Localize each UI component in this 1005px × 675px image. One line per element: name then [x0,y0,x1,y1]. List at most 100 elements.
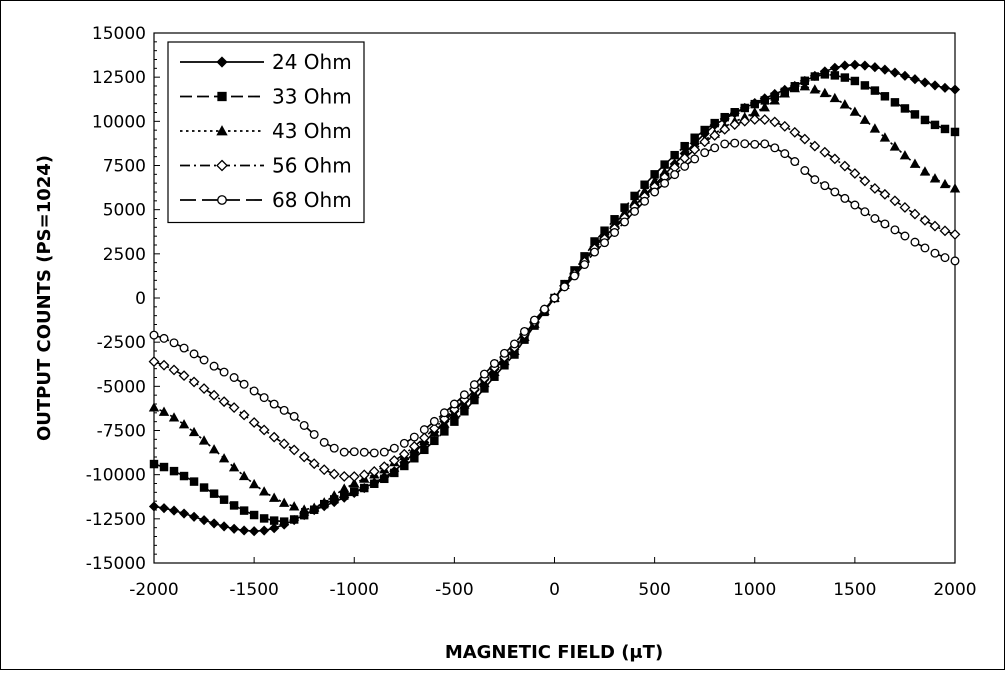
data-point [939,225,951,237]
data-point [930,248,940,258]
data-point [479,369,489,379]
data-point [158,359,170,371]
legend-label: 24 Ohm [272,50,352,74]
x-tick-label: 1500 [833,580,876,600]
data-point [369,448,379,458]
data-point [229,523,240,534]
data-point [789,82,800,93]
data-point [710,143,720,153]
data-point [288,501,300,511]
data-point [890,98,900,107]
legend: 24 Ohm 33 Ohm 43 Ohm 56 Ohm 68 Ohm [167,41,365,224]
x-tick-label: 2000 [933,580,976,600]
x-tick-label: -500 [435,580,474,600]
x-tick-label: -1500 [229,580,278,600]
legend-label: 56 Ohm [272,154,352,178]
data-point [449,399,459,409]
data-point [880,219,890,229]
data-point [869,183,881,194]
data-point [900,104,910,113]
legend-item: 68 Ohm [180,188,352,212]
data-point [839,160,851,172]
data-point [899,70,911,81]
data-point [178,370,190,382]
data-point [680,161,690,171]
data-point [339,447,349,457]
data-point [328,468,340,480]
legend-item: 56 Ohm [180,154,352,178]
data-point [519,326,529,336]
data-point [340,491,349,500]
data-point [860,81,870,90]
data-point [248,417,260,428]
data-point [259,525,270,536]
data-point [168,505,180,516]
data-point [910,237,920,247]
data-point [249,510,259,520]
data-point [580,260,590,270]
data-point [919,166,931,176]
data-point [159,462,169,472]
data-point [869,62,880,73]
data-point [289,515,299,524]
data-point [710,118,719,128]
data-point [789,126,801,138]
data-point [178,508,190,519]
data-point [759,102,770,112]
y-tick-label: 5000 [103,201,146,221]
data-point [949,183,961,193]
data-point [949,228,961,240]
data-point [860,207,870,217]
data-point [209,361,219,371]
data-point [198,515,210,526]
data-point [600,238,610,248]
data-point [839,60,850,71]
data-point [268,492,280,502]
data-point [929,220,941,232]
legend-label: 43 Ohm [272,119,352,143]
data-point [208,389,220,401]
data-point [780,149,790,159]
data-point [169,338,179,348]
y-tick-label: -15000 [86,554,146,574]
data-point [540,304,549,314]
data-point [869,123,881,133]
data-point [739,115,751,127]
data-point [850,76,860,86]
data-point [620,217,630,227]
data-point [199,355,209,365]
data-point [158,503,170,514]
data-point [338,471,350,482]
data-point [870,86,880,95]
data-point [360,483,369,493]
data-point [159,333,169,343]
data-point [408,441,420,452]
data-point [319,497,330,507]
data-point [299,421,309,430]
data-point [269,399,279,409]
x-tick-label: 1000 [733,580,776,600]
data-point [779,88,790,98]
data-point [288,444,300,456]
data-point [469,380,479,390]
data-point [216,159,228,172]
data-point [699,136,711,148]
data-point [158,406,170,416]
data-point [149,330,159,340]
data-point [216,125,228,136]
x-tick-label: 0 [549,580,560,600]
data-point [949,84,961,95]
data-point [269,523,280,534]
data-point [268,431,280,443]
data-point [168,412,180,422]
data-point [820,70,830,79]
data-point [799,81,810,91]
data-point [418,432,430,444]
x-tick-label: -1000 [330,580,379,600]
data-point [189,349,199,359]
data-point [720,139,730,149]
legend-label: 68 Ohm [272,188,352,212]
data-point [790,157,800,166]
data-point [439,408,449,418]
